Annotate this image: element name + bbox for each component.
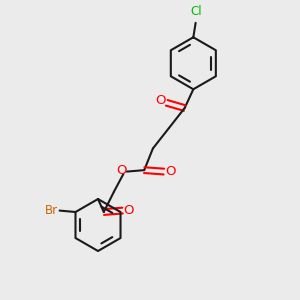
Text: O: O: [124, 204, 134, 217]
Text: O: O: [165, 165, 175, 178]
Text: Cl: Cl: [190, 4, 202, 18]
Text: O: O: [155, 94, 166, 107]
Text: O: O: [116, 164, 126, 177]
Text: Br: Br: [44, 204, 58, 217]
